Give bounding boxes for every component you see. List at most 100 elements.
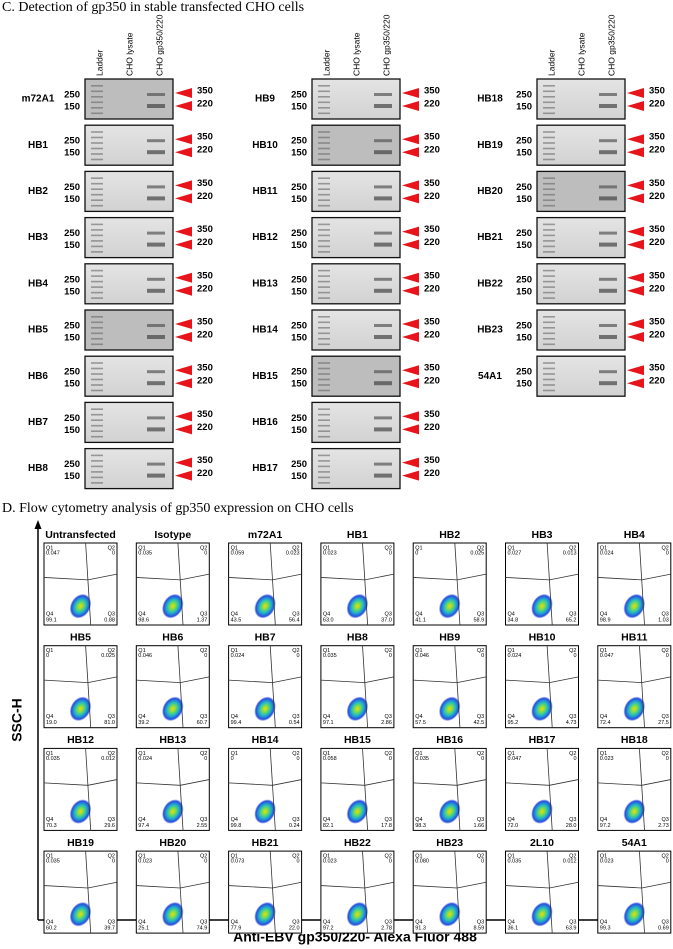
quadrant-value: 77.9	[231, 926, 242, 932]
ladder-band	[543, 193, 555, 196]
gate	[639, 542, 645, 626]
ladder-band	[318, 153, 330, 155]
quadrant-value: 0.012	[563, 859, 577, 865]
cloud	[254, 901, 276, 927]
quadrant-value: 99.4	[231, 720, 242, 726]
gate	[177, 645, 184, 728]
ladder-band	[543, 384, 555, 386]
ladder-band	[543, 112, 555, 115]
gate	[362, 542, 369, 626]
gate	[87, 676, 118, 683]
quadrant-label: Q3	[385, 714, 392, 720]
quadrant-label: Q3	[200, 817, 207, 823]
quadrant-value: 98.9	[600, 617, 611, 623]
quadrant-value: 0.035	[508, 859, 522, 865]
ladder-band	[543, 131, 555, 133]
blot-label: 54A1	[478, 371, 502, 382]
plot-title: Untransfected	[45, 529, 116, 541]
cloud	[438, 696, 461, 722]
quadrant-label: Q3	[108, 611, 115, 617]
right-marker: 350	[649, 317, 665, 328]
arrow	[175, 424, 192, 435]
quadrant-value: 56.4	[289, 617, 300, 623]
left-marker: 150	[64, 333, 80, 344]
quadrant-label: Q2	[385, 545, 392, 551]
ladder-band	[91, 389, 103, 392]
ladder-band	[318, 96, 330, 98]
quadrant-value: 0.080	[415, 859, 429, 865]
quadrant-label: Q4	[508, 920, 515, 926]
y-axis-label: SSC-H	[9, 698, 25, 742]
arrow	[402, 424, 419, 435]
quadrant-value: 0.024	[508, 653, 522, 659]
quadrant-label: Q4	[323, 920, 330, 926]
right-marker: 220	[424, 283, 440, 294]
quadrant-value: 0.027	[508, 550, 522, 556]
ladder-band	[543, 332, 555, 335]
ladder-band	[318, 229, 330, 231]
arrow	[175, 457, 192, 468]
quadrant-value: 41.1	[415, 617, 426, 623]
right-marker: 350	[424, 224, 440, 235]
arrow	[402, 101, 419, 111]
quadrant-label: Q4	[415, 920, 422, 926]
ladder-band	[543, 182, 555, 185]
lane-label: Ladder	[546, 49, 556, 76]
ladder-band	[543, 389, 555, 392]
quadrant-value: 0.013	[563, 550, 577, 556]
quadrant-value: 0	[389, 756, 392, 762]
ladder-band	[318, 435, 330, 438]
gate	[364, 779, 394, 786]
cloud	[438, 901, 461, 927]
left-marker: 150	[516, 102, 532, 113]
plot-title: HB17	[529, 734, 556, 746]
right-marker: 350	[424, 86, 440, 97]
ladder-band	[543, 101, 555, 104]
left-marker: 150	[291, 286, 307, 297]
ladder-band	[543, 269, 555, 272]
left-marker: 250	[64, 274, 80, 285]
quadrant-label: Q1	[508, 854, 515, 860]
ladder-band	[91, 338, 103, 340]
right-marker: 350	[424, 363, 440, 374]
arrow	[402, 457, 419, 468]
right-marker: 220	[424, 191, 440, 202]
quadrant-label: Q2	[200, 854, 207, 860]
ladder-band	[543, 362, 555, 364]
cloud	[161, 901, 184, 927]
ladder-band	[91, 245, 103, 248]
ladder-band	[318, 223, 330, 226]
ladder-band	[543, 245, 555, 248]
plot-title: HB18	[621, 734, 648, 746]
quadrant-value: 0.88	[104, 617, 115, 623]
section-c-title: C. Detection of gp350 in stable transfec…	[2, 0, 304, 15]
quadrant-value: 0.046	[138, 653, 152, 659]
band	[599, 139, 617, 143]
quadrant-label: Q4	[508, 714, 515, 720]
ladder-band	[318, 465, 330, 468]
gate	[413, 782, 458, 786]
right-marker: 220	[197, 376, 213, 387]
arrow	[402, 134, 419, 145]
cloud	[69, 799, 92, 824]
quadrant-label: Q1	[138, 854, 145, 860]
ladder-band	[91, 367, 103, 370]
band	[147, 381, 165, 386]
gate	[362, 645, 369, 728]
left-marker: 150	[291, 148, 307, 159]
left-marker: 150	[291, 240, 307, 251]
quadrant-label: Q3	[200, 714, 207, 720]
gate	[180, 676, 210, 683]
quadrant-value: 0	[204, 653, 207, 659]
quadrant-value: 0	[666, 859, 669, 865]
gate	[597, 577, 642, 581]
quadrant-value: 0	[204, 756, 207, 762]
ladder-band	[318, 85, 330, 87]
